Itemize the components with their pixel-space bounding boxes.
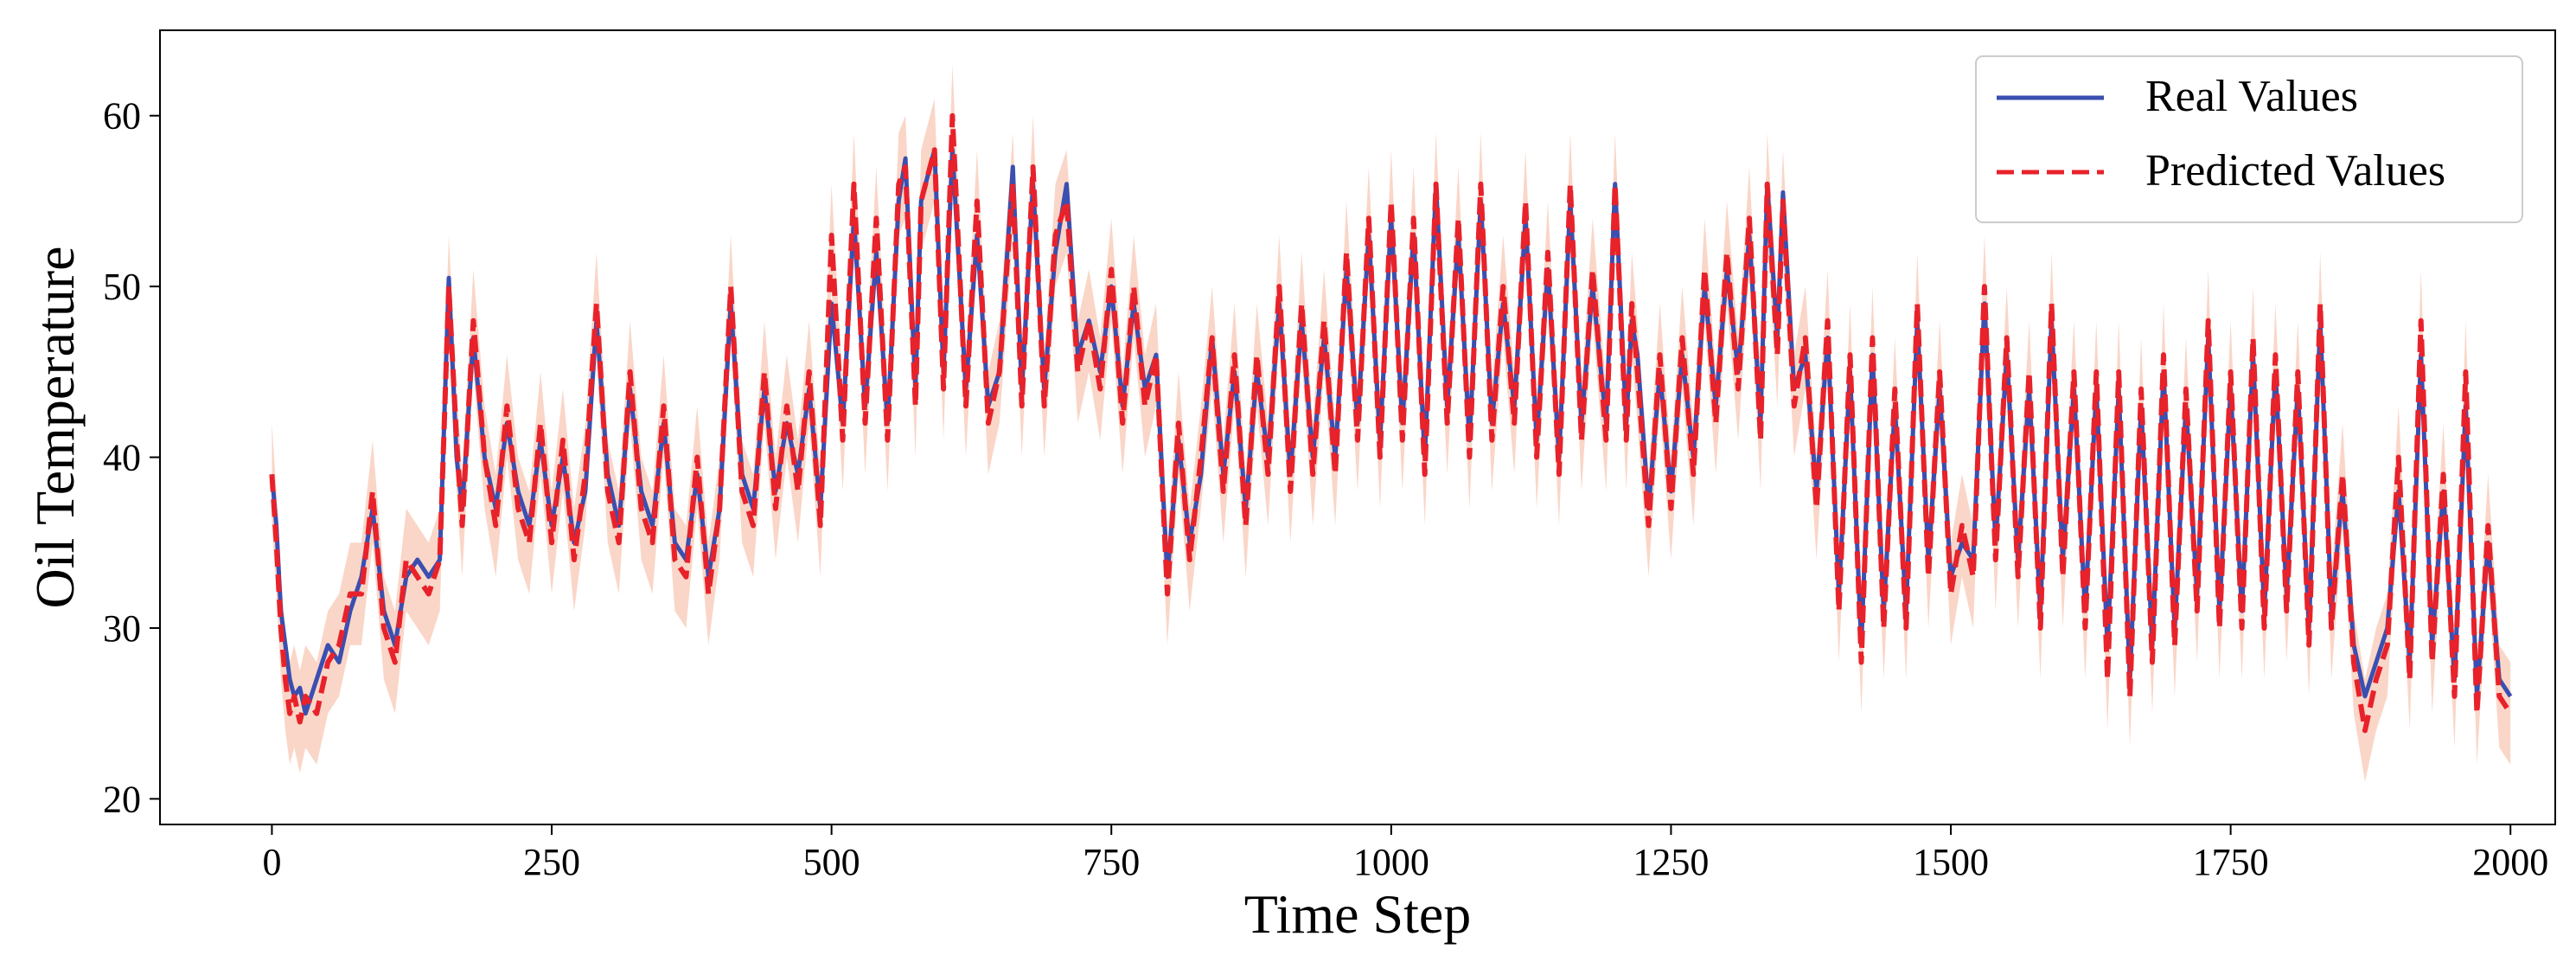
series-layer bbox=[269, 112, 2513, 734]
x-tick-label: 1000 bbox=[1353, 841, 1429, 883]
x-tick-label: 1500 bbox=[1913, 841, 1989, 883]
x-tick-label: 500 bbox=[803, 841, 860, 883]
x-tick-label: 1750 bbox=[2193, 841, 2269, 883]
y-tick-label: 20 bbox=[103, 778, 141, 820]
x-tick-label: 0 bbox=[262, 841, 281, 883]
y-tick-label: 40 bbox=[103, 437, 141, 479]
legend-box bbox=[1975, 55, 2523, 223]
y-tick-label: 50 bbox=[103, 266, 141, 308]
plot-frame bbox=[159, 29, 2556, 825]
y-tick-label: 30 bbox=[103, 607, 141, 650]
x-axis: 0 250 500 750 1000 1250 1500 1750 2000 bbox=[262, 824, 2548, 883]
series-line-predicted-values bbox=[269, 112, 2513, 734]
legend-label-real-values: Real Values bbox=[2145, 72, 2358, 121]
legend-label-predicted-values: Predicted Values bbox=[2145, 146, 2445, 196]
y-axis: 20 30 40 50 60 bbox=[103, 95, 160, 820]
x-axis-label: Time Step bbox=[1244, 883, 1472, 945]
x-tick-label: 1250 bbox=[1633, 841, 1709, 883]
y-axis-label: Oil Temperature bbox=[24, 246, 86, 608]
y-tick-label: 60 bbox=[103, 95, 141, 138]
x-tick-label: 2000 bbox=[2472, 841, 2548, 883]
x-tick-label: 250 bbox=[523, 841, 580, 883]
x-tick-label: 750 bbox=[1083, 841, 1140, 883]
legend: Real Values Predicted Values bbox=[1975, 55, 2523, 223]
